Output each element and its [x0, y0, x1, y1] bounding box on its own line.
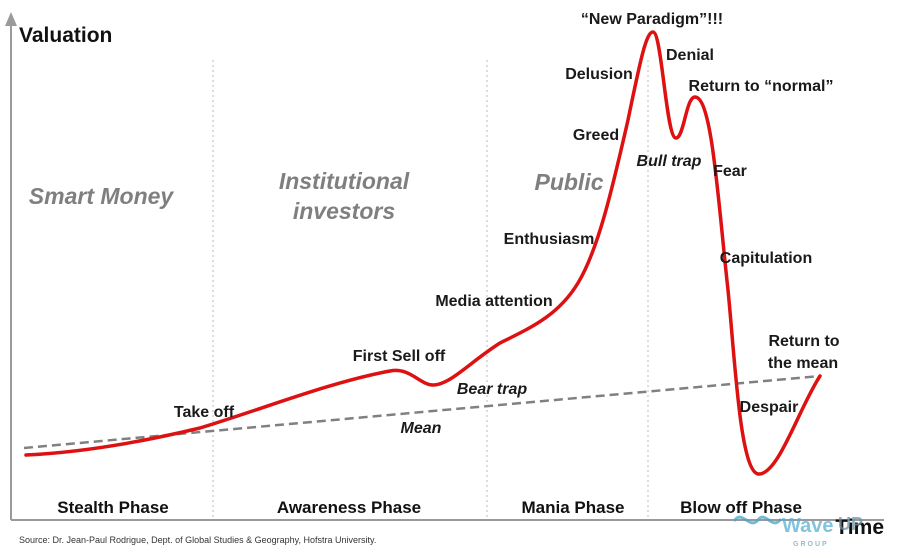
phase-group-smart-money: Smart Money [29, 183, 175, 209]
logo-sub: GROUP [793, 541, 829, 548]
phase-stealth: Stealth Phase [57, 498, 169, 517]
logo-brand: Wave [782, 515, 834, 537]
phase-group-investors: investors [293, 198, 395, 224]
label-capitulation: Capitulation [720, 250, 812, 267]
label-enthusiasm: Enthusiasm [504, 231, 595, 248]
label-despair: Despair [740, 399, 799, 416]
y-axis-arrow-icon [5, 12, 17, 26]
label-delusion: Delusion [565, 66, 633, 83]
valuation-curve [24, 30, 822, 476]
label-return-to-normal: Return to “normal” [689, 78, 834, 95]
label-return-to-the-mean-1: Return to [768, 333, 839, 350]
waveup-logo: Wave UP GROUP [733, 514, 863, 548]
mean-line [23, 374, 821, 450]
label-mean: Mean [401, 420, 442, 437]
phase-blow-off: Blow off Phase [680, 498, 802, 517]
label-media-attention: Media attention [435, 293, 552, 310]
phase-group-public: Public [534, 169, 603, 195]
label-fear: Fear [713, 163, 747, 180]
label-first-sell-off: First Sell off [353, 348, 446, 365]
phase-awareness: Awareness Phase [277, 498, 421, 517]
label-new-paradigm: “New Paradigm”!!! [581, 11, 723, 28]
label-return-to-the-mean-2: the mean [768, 355, 838, 372]
wave-icon [733, 515, 782, 525]
y-axis-title: Valuation [19, 24, 112, 47]
label-denial: Denial [666, 47, 714, 64]
source-note: Source: Dr. Jean-Paul Rodrigue, Dept. of… [19, 535, 376, 545]
label-bull-trap: Bull trap [637, 153, 702, 170]
phase-group-institutional: Institutional [279, 168, 410, 194]
label-bear-trap: Bear trap [457, 381, 527, 398]
label-greed: Greed [573, 127, 619, 144]
label-take-off: Take off [174, 404, 235, 421]
x-axis-title: Time [835, 516, 884, 539]
logo-suffix: UP [838, 514, 863, 534]
phase-mania: Mania Phase [522, 498, 625, 517]
